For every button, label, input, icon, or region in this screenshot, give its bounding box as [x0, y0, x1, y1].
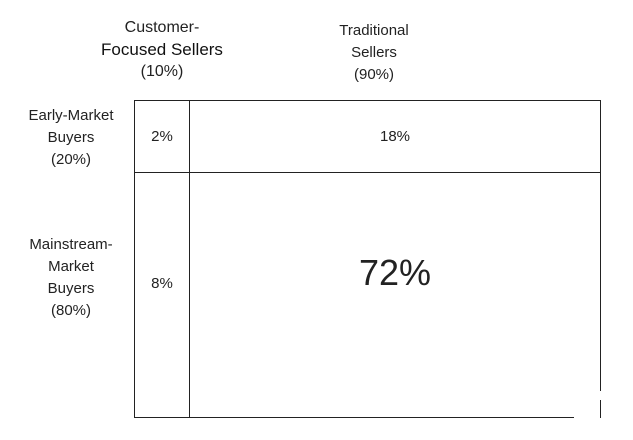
column-header-customer-focused-sellers: Customer- Focused Sellers (10%): [62, 17, 262, 83]
cell-early-customer-focused: 2%: [151, 128, 173, 145]
column-header-traditional-sellers: Traditional Sellers (90%): [274, 20, 474, 86]
column-header-line: (10%): [140, 63, 184, 80]
grid-border-right: [600, 100, 601, 391]
column-header-line: Focused Sellers: [101, 40, 223, 59]
grid-border-top: [134, 100, 601, 101]
grid-border-bottom: [134, 417, 574, 418]
column-header-line: Customer-: [124, 19, 200, 36]
cell-mainstream-customer-focused: 8%: [151, 274, 173, 292]
cell-early-traditional: 18%: [379, 128, 411, 145]
row-header-line: Buyers: [47, 129, 95, 146]
column-header-line: Sellers: [351, 44, 397, 61]
grid-border-left: [134, 100, 135, 418]
row-header-line: Mainstream-: [29, 236, 113, 253]
row-header-early-market-buyers: Early-Market Buyers (20%): [0, 105, 142, 171]
row-header-line: Early-Market: [28, 107, 114, 124]
grid-divider-vertical: [189, 100, 190, 418]
row-header-line: Market: [48, 258, 94, 275]
column-header-line: (90%): [353, 66, 394, 83]
grid-border-right-tick: [600, 400, 601, 418]
row-header-mainstream-market-buyers: Mainstream- Market Buyers (80%): [0, 234, 142, 322]
row-header-line: (80%): [50, 302, 91, 319]
cell-mainstream-traditional: 72%: [358, 252, 432, 293]
row-header-line: Buyers: [47, 280, 95, 297]
grid-divider-horizontal: [134, 172, 601, 173]
column-header-line: Traditional: [339, 22, 409, 39]
row-header-line: (20%): [50, 151, 91, 168]
market-matrix-grid: 2% 18% 8% 72%: [134, 100, 601, 418]
